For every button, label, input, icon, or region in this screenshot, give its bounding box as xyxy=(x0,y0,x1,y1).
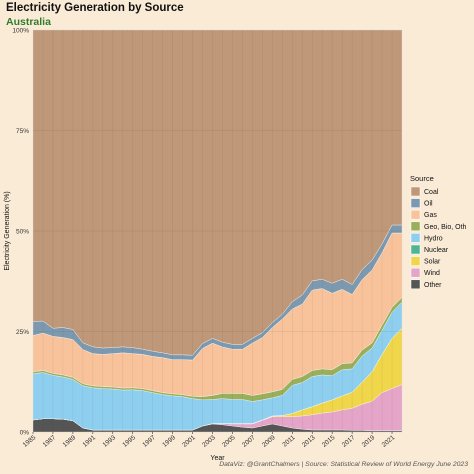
legend-label-wind: Wind xyxy=(424,270,440,277)
y-tick-label: 50% xyxy=(16,228,29,235)
legend-swatch-gas xyxy=(410,209,421,220)
legend: Source Coal Oil Gas Geo, Bio, Oth Hydro Nucle… xyxy=(410,174,467,290)
x-tick-label: 2009 xyxy=(261,434,277,449)
x-tick-label: 2013 xyxy=(301,434,317,449)
legend-label-other: Other xyxy=(424,282,442,289)
legend-swatch-oil xyxy=(410,198,421,208)
x-axis-label: Year xyxy=(210,455,225,462)
chart-title: Electricity Generation by Source xyxy=(6,2,184,14)
legend-label-geo-bio-oth: Geo, Bio, Oth xyxy=(424,224,467,231)
x-tick-label: 1987 xyxy=(42,434,58,449)
x-tick-label: 1991 xyxy=(82,434,98,449)
legend-swatch-coal xyxy=(410,186,421,197)
x-tick-label: 2017 xyxy=(341,434,357,449)
x-tick-label: 2007 xyxy=(241,434,257,449)
legend-swatch-nuclear xyxy=(410,244,421,255)
x-tick-label: 1997 xyxy=(141,434,157,449)
legend-swatch-solar xyxy=(410,256,421,266)
y-axis-label: Electricity Generation (%) xyxy=(4,191,11,270)
x-axis-ticks: 1985 1987 1989 1991 1993 1995 1997 1999 2001 2003… xyxy=(22,432,397,449)
legend-swatch-geo-bio-oth xyxy=(410,221,421,232)
legend-swatch-hydro xyxy=(410,233,421,243)
legend-label-gas: Gas xyxy=(424,212,437,219)
legend-label-coal: Coal xyxy=(424,189,439,196)
legend-label-nuclear: Nuclear xyxy=(424,247,449,254)
area-coal xyxy=(32,29,403,356)
legend-label-solar: Solar xyxy=(424,259,441,266)
y-tick-label: 0% xyxy=(20,429,30,436)
x-tick-label: 2005 xyxy=(221,434,237,449)
x-tick-label: 1993 xyxy=(101,434,117,449)
x-tick-label: 2003 xyxy=(201,434,217,449)
stacked-areas xyxy=(32,29,403,433)
chart-caption: DataViz: @GrantChalmers | Source: Statis… xyxy=(219,461,468,468)
y-tick-label: 25% xyxy=(16,329,29,336)
legend-swatch-other xyxy=(410,279,421,290)
y-tick-label: 75% xyxy=(16,128,29,135)
x-tick-label: 2021 xyxy=(381,434,397,449)
legend-label-hydro: Hydro xyxy=(424,235,443,242)
y-tick-label: 100% xyxy=(12,27,29,34)
x-tick-label: 2001 xyxy=(181,434,197,449)
x-tick-label: 1995 xyxy=(121,434,137,449)
legend-title: Source xyxy=(410,174,434,183)
x-tick-label: 2015 xyxy=(321,434,337,449)
chart-subtitle: Australia xyxy=(6,16,51,28)
x-tick-label: 2019 xyxy=(361,434,377,449)
y-axis-ticks: 0% 25% 50% 75% 100% xyxy=(12,27,29,436)
legend-swatch-wind xyxy=(410,267,421,278)
legend-label-oil: Oil xyxy=(424,201,433,208)
x-tick-label: 1989 xyxy=(62,434,78,449)
grid-lines xyxy=(32,29,403,433)
x-tick-label: 2011 xyxy=(281,434,297,449)
x-tick-label: 1999 xyxy=(161,434,177,449)
